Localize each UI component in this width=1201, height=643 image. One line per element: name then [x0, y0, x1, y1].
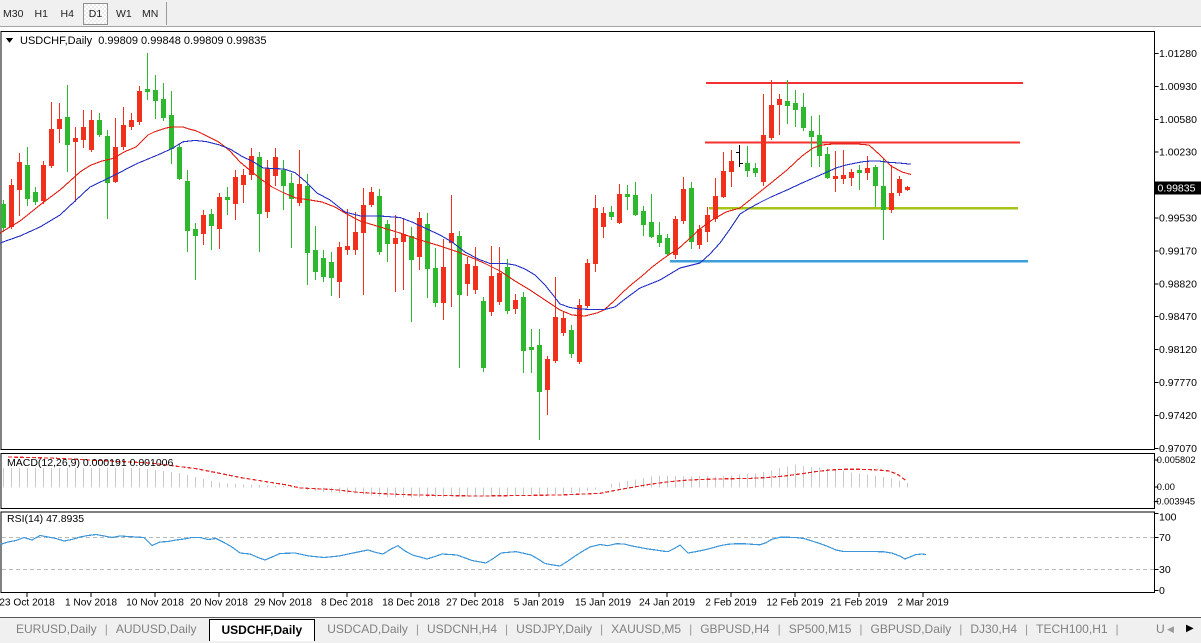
svg-text:1.01280: 1.01280	[1159, 48, 1197, 60]
svg-text:1.00580: 1.00580	[1159, 114, 1197, 126]
svg-text:RSI(14) 47.8935: RSI(14) 47.8935	[7, 513, 84, 525]
svg-text:0: 0	[1159, 585, 1165, 597]
svg-text:100: 100	[1159, 512, 1177, 524]
svg-text:USDCHF,Daily 0.99809 0.99848: USDCHF,Daily 0.99809 0.99848 0.99809 0.9…	[20, 35, 266, 47]
svg-text:0.00: 0.00	[1157, 482, 1175, 492]
svg-text:24 Jan 2019: 24 Jan 2019	[639, 598, 695, 609]
svg-text:15 Jan 2019: 15 Jan 2019	[575, 598, 631, 609]
svg-text:10 Nov 2018: 10 Nov 2018	[126, 598, 184, 609]
svg-text:5 Jan 2019: 5 Jan 2019	[514, 598, 565, 609]
svg-text:2 Feb 2019: 2 Feb 2019	[705, 598, 757, 609]
svg-text:0.99530: 0.99530	[1159, 213, 1197, 225]
svg-text:29 Nov 2018: 29 Nov 2018	[254, 598, 312, 609]
svg-text:8 Dec 2018: 8 Dec 2018	[321, 598, 373, 609]
svg-text:23 Oct 2018: 23 Oct 2018	[0, 598, 55, 609]
svg-text:0.99170: 0.99170	[1159, 245, 1197, 257]
svg-text:0.005802: 0.005802	[1157, 455, 1196, 465]
svg-text:21 Feb 2019: 21 Feb 2019	[830, 598, 888, 609]
svg-text:1 Nov 2018: 1 Nov 2018	[65, 598, 117, 609]
svg-text:70: 70	[1159, 532, 1171, 544]
svg-text:0.98820: 0.98820	[1159, 278, 1197, 290]
svg-text:1.00230: 1.00230	[1159, 147, 1197, 159]
svg-text:MACD(12,26,9) 0.000191 0.00100: MACD(12,26,9) 0.000191 0.001006	[7, 457, 174, 469]
svg-text:0.98120: 0.98120	[1159, 344, 1197, 356]
svg-text:27 Dec 2018: 27 Dec 2018	[446, 598, 504, 609]
svg-text:20 Nov 2018: 20 Nov 2018	[190, 598, 248, 609]
svg-text:0.99835: 0.99835	[1158, 183, 1196, 195]
svg-text:12 Feb 2019: 12 Feb 2019	[766, 598, 824, 609]
svg-text:0.97420: 0.97420	[1159, 410, 1197, 422]
svg-text:2 Mar 2019: 2 Mar 2019	[897, 598, 949, 609]
svg-text:0.98470: 0.98470	[1159, 311, 1197, 323]
svg-text:1.00930: 1.00930	[1159, 81, 1197, 93]
svg-text:0.97770: 0.97770	[1159, 377, 1197, 389]
svg-text:30: 30	[1159, 564, 1171, 576]
svg-text:-0.003945: -0.003945	[1153, 497, 1195, 507]
svg-text:0.97070: 0.97070	[1159, 443, 1197, 455]
svg-text:18 Dec 2018: 18 Dec 2018	[382, 598, 440, 609]
